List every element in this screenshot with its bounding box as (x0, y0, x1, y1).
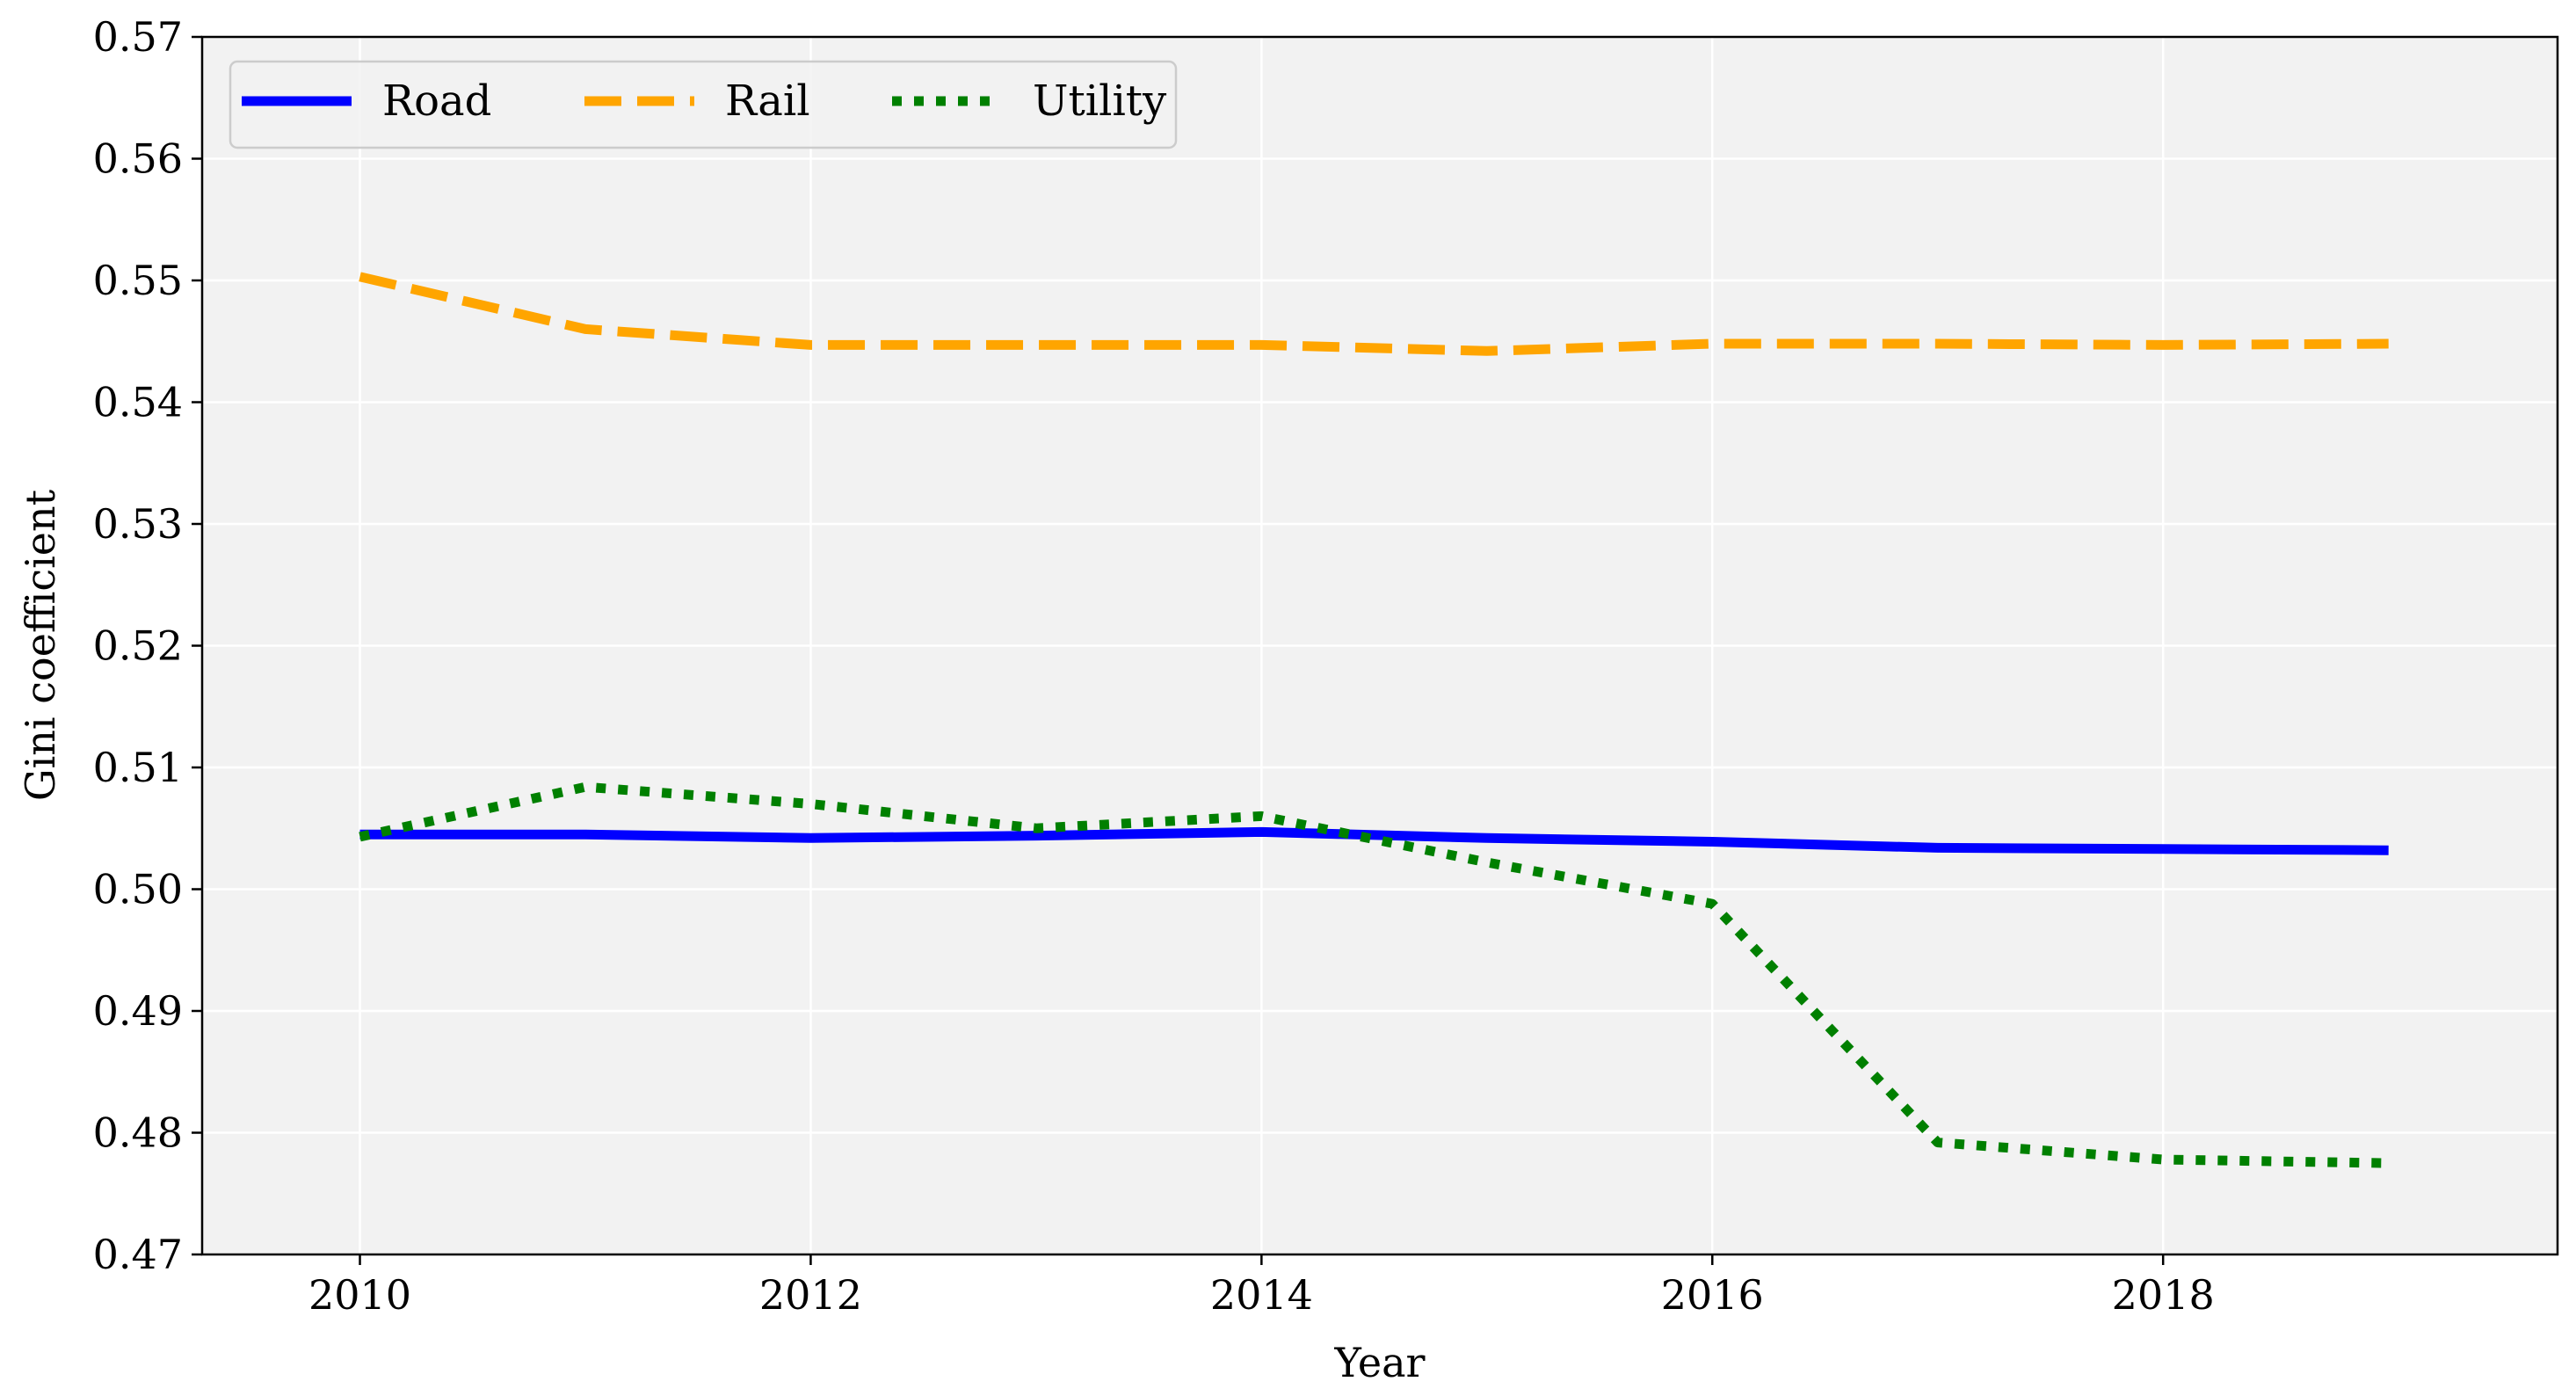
legend: Road Rail Utility (229, 60, 1178, 149)
x-tick-label: 2012 (759, 1271, 862, 1319)
x-tick-label: 2016 (1661, 1271, 1764, 1319)
y-tick-label: 0.52 (93, 622, 183, 670)
series-line-road (359, 826, 2389, 855)
y-tick-label: 0.47 (93, 1231, 183, 1278)
y-tick-label: 0.50 (93, 866, 183, 913)
y-tick-label: 0.56 (93, 135, 183, 183)
y-tick-label: 0.51 (93, 744, 183, 791)
x-tick-label: 2018 (2112, 1271, 2215, 1319)
legend-label-rail: Rail (725, 76, 810, 126)
y-tick-label: 0.55 (93, 257, 183, 304)
legend-label-utility: Utility (1033, 76, 1166, 126)
legend-label-road: Road (382, 76, 491, 126)
x-tick-label: 2014 (1210, 1271, 1313, 1319)
y-tick-label: 0.54 (93, 379, 183, 426)
series-line-rail (359, 272, 2389, 356)
x-tick-label: 2010 (308, 1271, 411, 1319)
x-axis-label: Year (1333, 1339, 1425, 1386)
y-axis-label: Gini coefficient (17, 489, 64, 801)
y-tick-label: 0.48 (93, 1109, 183, 1157)
series-lines (359, 272, 2389, 1168)
axes: 0.47 0.48 0.49 0.50 0.51 0.52 0.53 0.54 0.55 0.56… (93, 13, 2215, 1319)
y-tick-label: 0.53 (93, 500, 183, 548)
y-tick-label: 0.57 (93, 13, 183, 61)
series-line-utility (359, 782, 2389, 1168)
y-tick-label: 0.49 (93, 987, 183, 1035)
legend-box (229, 60, 1178, 149)
